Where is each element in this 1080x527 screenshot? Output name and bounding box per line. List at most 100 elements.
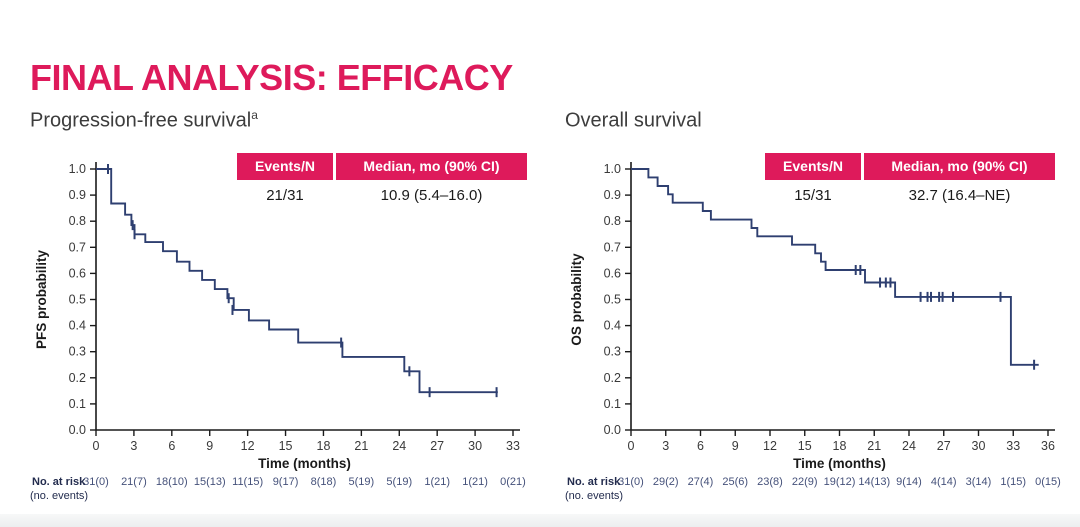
- pfs-subtitle: Progression-free survivala: [30, 103, 570, 132]
- svg-text:25(6): 25(6): [722, 476, 748, 488]
- svg-text:4(14): 4(14): [931, 476, 957, 488]
- svg-text:18: 18: [317, 439, 331, 453]
- svg-text:0.3: 0.3: [604, 345, 621, 359]
- svg-text:15: 15: [279, 439, 293, 453]
- svg-text:0.0: 0.0: [604, 423, 621, 437]
- svg-text:18(10): 18(10): [156, 476, 188, 488]
- svg-text:0.1: 0.1: [69, 397, 86, 411]
- page-title: FINAL ANALYSIS: EFFICACY: [30, 57, 513, 99]
- svg-text:18: 18: [833, 439, 847, 453]
- svg-text:19(12): 19(12): [824, 476, 856, 488]
- svg-text:36: 36: [1041, 439, 1055, 453]
- svg-text:0(21): 0(21): [500, 476, 526, 488]
- os-median-header: Median, mo (90% CI): [864, 153, 1055, 180]
- svg-text:(no. events): (no. events): [30, 490, 88, 502]
- svg-text:0.9: 0.9: [604, 188, 621, 202]
- svg-text:30: 30: [972, 439, 986, 453]
- svg-text:0.6: 0.6: [69, 266, 86, 280]
- svg-text:0.0: 0.0: [69, 423, 86, 437]
- pfs-subtitle-footnote-marker: a: [251, 108, 258, 122]
- os-chart-svg: 0.0 0.1 0.2 0.3 0.4 0.5 0.6 0.7 0.8 0.9 1.0 0 31(0) 3…: [565, 162, 1061, 502]
- os-median-value: 32.7 (16.4–NE): [864, 180, 1055, 209]
- svg-text:5(19): 5(19): [349, 476, 375, 488]
- svg-text:8(18): 8(18): [311, 476, 337, 488]
- svg-text:9: 9: [732, 439, 739, 453]
- svg-text:29(2): 29(2): [653, 476, 679, 488]
- svg-text:No. at risk: No. at risk: [32, 476, 86, 488]
- svg-text:31(0): 31(0): [83, 476, 109, 488]
- svg-text:12: 12: [241, 439, 255, 453]
- pfs-median-value: 10.9 (5.4–16.0): [336, 180, 527, 209]
- svg-text:0: 0: [628, 439, 635, 453]
- svg-text:31(0): 31(0): [618, 476, 644, 488]
- svg-text:21: 21: [354, 439, 368, 453]
- svg-text:0.9: 0.9: [69, 188, 86, 202]
- svg-text:15(13): 15(13): [194, 476, 226, 488]
- svg-text:3(14): 3(14): [966, 476, 992, 488]
- svg-text:0.4: 0.4: [604, 319, 621, 333]
- pfs-stats-table: Events/N Median, mo (90% CI) 21/31 10.9 …: [237, 153, 527, 209]
- svg-text:PFS probability: PFS probability: [34, 250, 49, 350]
- svg-text:0.5: 0.5: [69, 293, 86, 307]
- svg-text:0.6: 0.6: [604, 266, 621, 280]
- svg-text:0.4: 0.4: [69, 319, 86, 333]
- svg-text:No. at risk: No. at risk: [567, 476, 621, 488]
- km-curve: [631, 168, 1039, 366]
- svg-text:21: 21: [867, 439, 881, 453]
- svg-text:24: 24: [392, 439, 406, 453]
- os-events-header: Events/N: [765, 153, 861, 180]
- svg-text:3: 3: [662, 439, 669, 453]
- os-stats-table: Events/N Median, mo (90% CI) 15/31 32.7 …: [765, 153, 1055, 209]
- svg-text:1.0: 1.0: [604, 162, 621, 176]
- svg-text:3: 3: [130, 439, 137, 453]
- os-chart-block: Overall survival Events/N Median, mo (90…: [565, 103, 1080, 508]
- os-subtitle: Overall survival: [565, 103, 1080, 132]
- svg-text:27(4): 27(4): [688, 476, 714, 488]
- svg-text:0.7: 0.7: [69, 240, 86, 254]
- svg-text:0.2: 0.2: [604, 371, 621, 385]
- svg-text:1.0: 1.0: [69, 162, 86, 176]
- svg-text:0(15): 0(15): [1035, 476, 1061, 488]
- pfs-events-value: 21/31: [237, 180, 333, 209]
- svg-text:30: 30: [468, 439, 482, 453]
- svg-text:11(15): 11(15): [232, 476, 263, 488]
- svg-text:12: 12: [763, 439, 777, 453]
- svg-text:9(14): 9(14): [896, 476, 922, 488]
- svg-text:Time (months): Time (months): [258, 456, 351, 471]
- svg-text:6: 6: [168, 439, 175, 453]
- pfs-median-header: Median, mo (90% CI): [336, 153, 527, 180]
- svg-text:0: 0: [93, 439, 100, 453]
- svg-text:15: 15: [798, 439, 812, 453]
- svg-text:27: 27: [937, 439, 951, 453]
- svg-text:33: 33: [506, 439, 520, 453]
- bottom-strip: [0, 514, 1080, 527]
- pfs-chart-block: Progression-free survivala Events/N Medi…: [30, 103, 570, 508]
- svg-text:27: 27: [430, 439, 444, 453]
- svg-text:22(9): 22(9): [792, 476, 818, 488]
- svg-text:OS probability: OS probability: [569, 253, 584, 346]
- svg-text:9(17): 9(17): [273, 476, 299, 488]
- svg-text:(no. events): (no. events): [565, 490, 623, 502]
- svg-text:1(21): 1(21): [462, 476, 488, 488]
- svg-text:6: 6: [697, 439, 704, 453]
- os-subtitle-text: Overall survival: [565, 109, 702, 132]
- svg-text:Time (months): Time (months): [793, 456, 886, 471]
- svg-text:21(7): 21(7): [121, 476, 147, 488]
- pfs-chart-svg: 0.0 0.1 0.2 0.3 0.4 0.5 0.6 0.7 0.8 0.9 1.0 0 31(0) 3…: [30, 162, 526, 502]
- svg-text:1(21): 1(21): [424, 476, 450, 488]
- svg-text:1(15): 1(15): [1000, 476, 1026, 488]
- svg-text:0.8: 0.8: [69, 214, 86, 228]
- svg-text:14(13): 14(13): [858, 476, 890, 488]
- svg-text:0.5: 0.5: [604, 293, 621, 307]
- svg-text:9: 9: [206, 439, 213, 453]
- pfs-events-header: Events/N: [237, 153, 333, 180]
- svg-text:0.1: 0.1: [604, 397, 621, 411]
- svg-text:24: 24: [902, 439, 916, 453]
- svg-text:5(19): 5(19): [386, 476, 412, 488]
- pfs-subtitle-text: Progression-free survival: [30, 109, 252, 132]
- svg-text:33: 33: [1006, 439, 1020, 453]
- svg-text:0.3: 0.3: [69, 345, 86, 359]
- svg-text:0.8: 0.8: [604, 214, 621, 228]
- svg-text:0.2: 0.2: [69, 371, 86, 385]
